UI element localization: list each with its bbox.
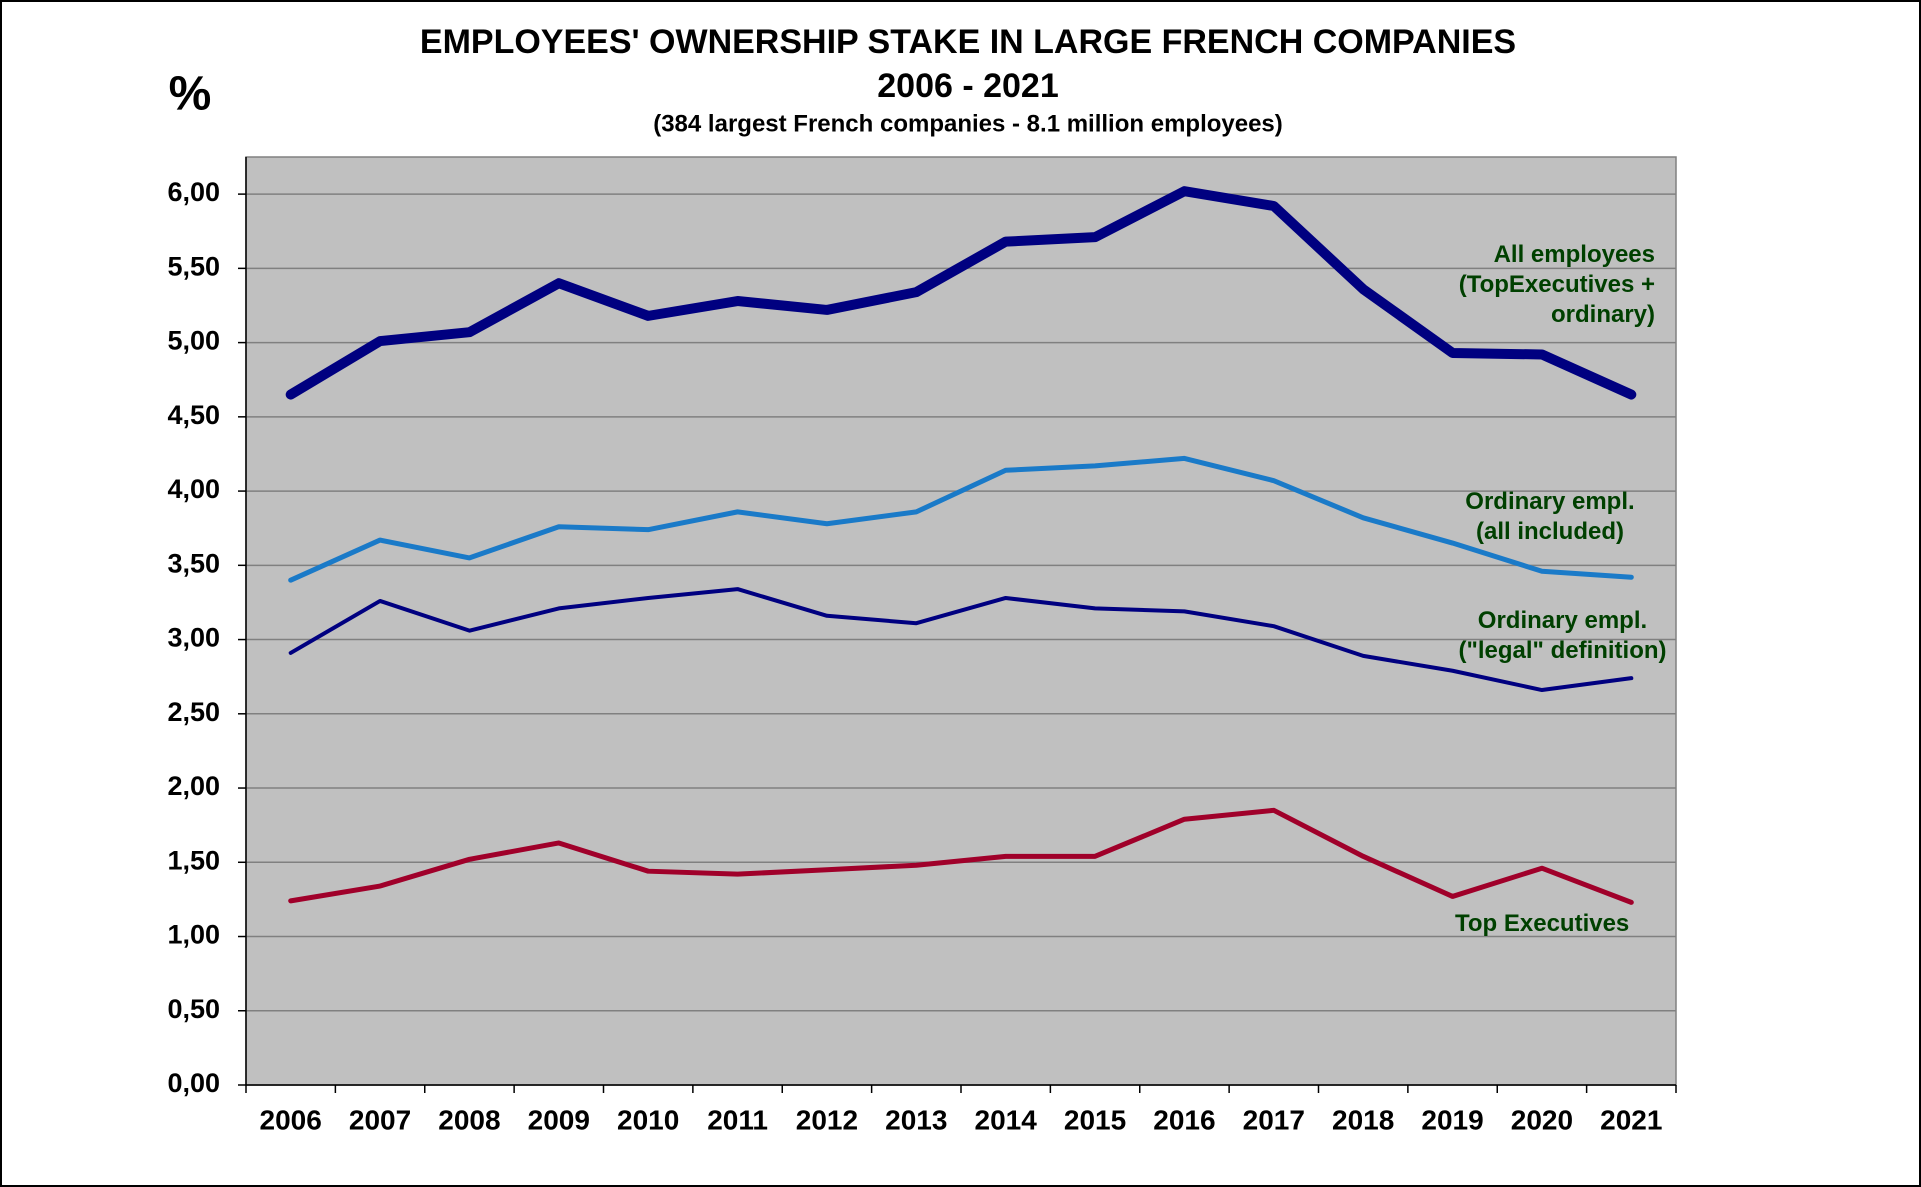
x-tick-label: 2007 <box>349 1104 411 1135</box>
x-tick-label: 2010 <box>617 1104 679 1135</box>
series-line <box>285 186 1637 400</box>
x-tick-label: 2006 <box>260 1104 322 1135</box>
y-tick-label: 5,50 <box>167 251 220 281</box>
x-tick-label: 2013 <box>885 1104 947 1135</box>
series-label: Ordinary empl. ("legal" definition) <box>1458 607 1667 664</box>
chart-subtitle: 2006 - 2021 <box>877 67 1059 105</box>
y-axis-label: % <box>169 68 212 121</box>
chart-note: (384 largest French companies - 8.1 mill… <box>653 110 1283 137</box>
series-label: All employees (TopExecutives + ordinary) <box>1458 241 1655 328</box>
x-tick-label: 2011 <box>707 1104 768 1135</box>
x-tick-label: 2021 <box>1600 1104 1662 1135</box>
x-tick-label: 2012 <box>796 1104 858 1135</box>
y-tick-label: 0,50 <box>167 994 220 1024</box>
x-tick-label: 2015 <box>1064 1104 1126 1135</box>
x-tick-label: 2018 <box>1332 1104 1394 1135</box>
x-tick-label: 2019 <box>1421 1104 1483 1135</box>
y-tick-label: 2,50 <box>167 697 220 727</box>
series-line <box>288 807 1634 905</box>
x-tick-label: 2014 <box>975 1104 1038 1135</box>
y-tick-label: 1,50 <box>167 845 220 875</box>
x-tick-label: 2020 <box>1511 1104 1573 1135</box>
plot-area <box>245 156 1677 1086</box>
y-tick-label: 0,00 <box>167 1068 220 1098</box>
series-label: Ordinary empl. (all included) <box>1465 488 1635 545</box>
y-tick-label: 3,00 <box>167 623 220 653</box>
y-tick-label: 5,00 <box>167 326 220 356</box>
x-tick-label: 2017 <box>1243 1104 1305 1135</box>
y-tick-label: 2,00 <box>167 771 220 801</box>
y-tick-label: 4,00 <box>167 474 220 504</box>
x-tick-label: 2009 <box>528 1104 590 1135</box>
y-tick-label: 1,00 <box>167 920 220 950</box>
y-tick-label: 6,00 <box>167 177 220 207</box>
chart-title: EMPLOYEES' OWNERSHIP STAKE IN LARGE FREN… <box>420 23 1516 61</box>
series-label: Top Executives <box>1455 910 1630 937</box>
x-tick-label: 2016 <box>1153 1104 1215 1135</box>
series-line <box>288 587 1634 693</box>
y-tick-label: 4,50 <box>167 400 220 430</box>
x-tick-label: 2008 <box>438 1104 500 1135</box>
y-tick-label: 3,50 <box>167 548 220 578</box>
series-line <box>288 455 1634 583</box>
